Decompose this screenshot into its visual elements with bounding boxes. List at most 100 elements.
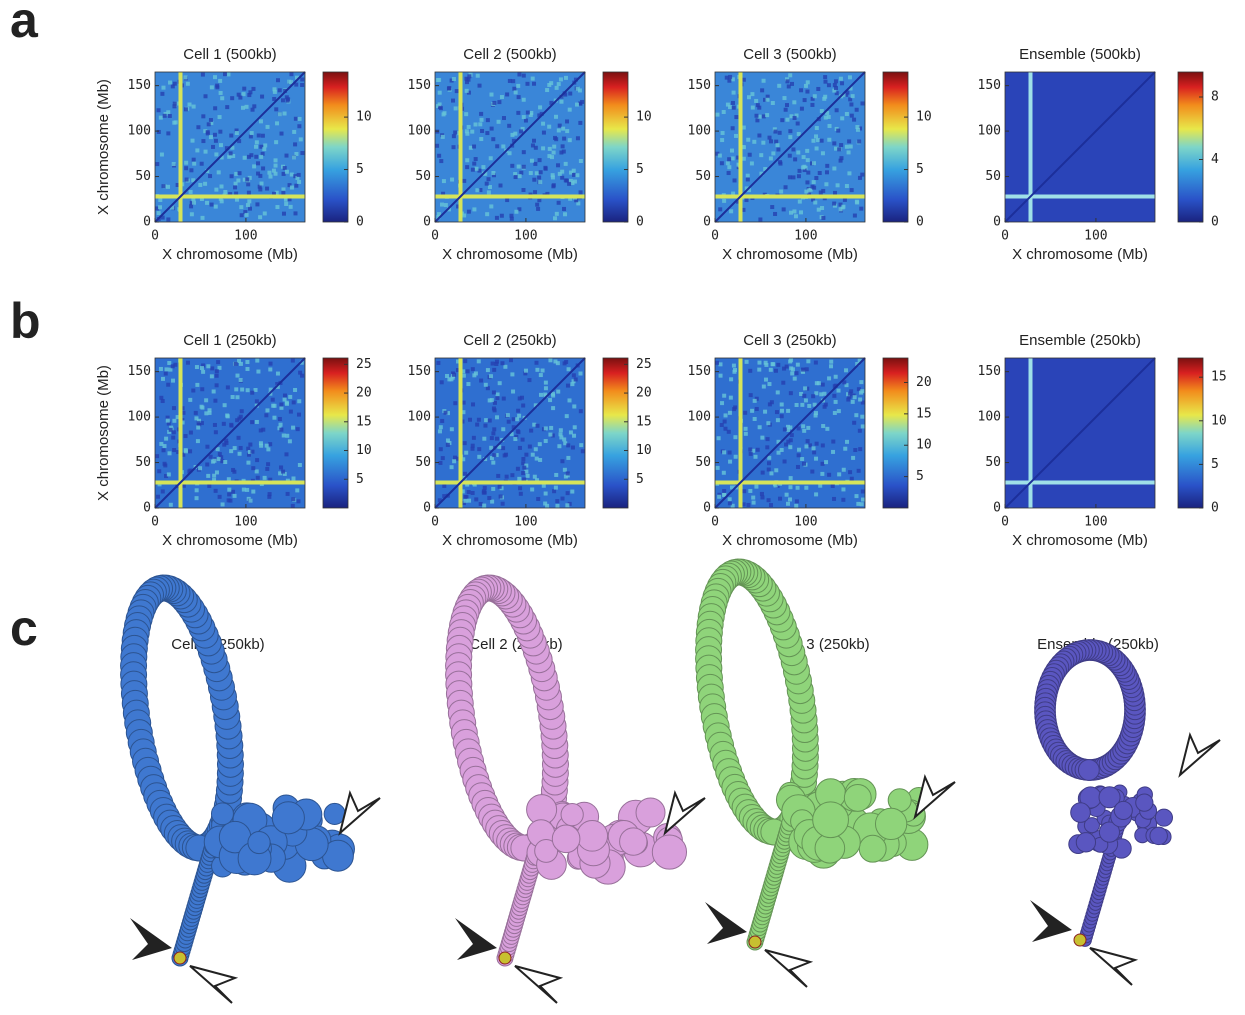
panel-label: a	[10, 0, 39, 48]
heatmap-texture	[522, 98, 526, 102]
y-tick-label: 0	[703, 501, 711, 516]
heatmap-texture	[789, 476, 793, 480]
heatmap-texture	[492, 101, 496, 105]
colorbar-tick-label: 5	[356, 162, 364, 177]
x-tick-label: 100	[794, 515, 817, 530]
heatmap-texture	[173, 82, 177, 86]
heatmap-texture	[233, 494, 237, 498]
heatmap-texture	[281, 191, 285, 195]
heatmap-texture	[578, 88, 582, 92]
heatmap-texture	[489, 156, 493, 160]
arrowhead-open	[915, 777, 955, 817]
heatmap-texture	[748, 369, 752, 373]
heatmap-texture	[533, 475, 537, 479]
y-tick-label: 150	[408, 78, 431, 93]
heatmap-texture	[718, 154, 722, 158]
heatmap-texture	[793, 116, 797, 120]
heatmap-texture	[210, 203, 214, 207]
heatmap-texture	[780, 414, 784, 418]
heatmap-texture	[271, 404, 275, 408]
heatmap-texture	[720, 138, 724, 142]
heatmap-texture	[204, 150, 208, 154]
heatmap-texture	[848, 470, 852, 474]
heatmap-texture	[294, 184, 298, 188]
heatmap-texture	[516, 429, 520, 433]
heatmap-texture	[245, 213, 249, 217]
heatmap-texture	[820, 472, 824, 476]
heatmap-texture	[284, 452, 288, 456]
heatmap-texture	[538, 180, 542, 184]
heatmap-texture	[214, 205, 218, 209]
heatmap-texture	[788, 154, 792, 158]
heatmap-texture	[213, 423, 217, 427]
y-tick-label: 50	[135, 455, 151, 470]
heatmap-texture	[501, 446, 505, 450]
heatmap-texture	[268, 492, 272, 496]
heatmap-texture	[788, 175, 792, 179]
heatmap-texture	[248, 207, 252, 211]
colorbar-tick-label: 15	[916, 406, 932, 421]
heatmap-texture	[231, 468, 235, 472]
heatmap-texture	[561, 127, 565, 131]
heatmap-texture	[516, 467, 520, 471]
heatmap-texture	[538, 158, 542, 162]
heatmap-texture	[285, 434, 289, 438]
heatmap-texture	[209, 118, 213, 122]
heatmap-texture	[806, 439, 810, 443]
heatmap-texture	[231, 395, 235, 399]
heatmap-texture	[279, 428, 283, 432]
heatmap-texture	[250, 391, 254, 395]
heatmap-texture	[159, 396, 163, 400]
y-tick-label: 50	[695, 169, 711, 184]
arrowhead-filled	[1030, 900, 1072, 942]
heatmap-texture	[544, 386, 548, 390]
heatmap-texture	[158, 205, 162, 209]
heatmap-texture	[557, 82, 561, 86]
heatmap-texture	[167, 472, 171, 476]
heatmap-texture	[480, 118, 484, 122]
heatmap-texture	[548, 358, 552, 362]
heatmap-texture	[439, 447, 443, 451]
heatmap-texture	[435, 144, 439, 148]
heatmap-texture	[780, 118, 784, 122]
heatmap-texture	[556, 163, 560, 167]
heatmap-texture	[189, 431, 193, 435]
heatmap-texture	[786, 502, 790, 506]
heatmap-texture	[188, 449, 192, 453]
heatmap-texture	[159, 367, 163, 371]
heatmap-texture	[245, 360, 249, 364]
heatmap-texture	[565, 119, 569, 123]
heatmap-stripe	[739, 358, 743, 508]
heatmap-texture	[194, 411, 198, 415]
heatmap-texture	[811, 394, 815, 398]
panel-label: c	[10, 600, 38, 656]
heatmap-texture	[553, 216, 557, 220]
heatmap-texture	[747, 95, 751, 99]
heatmap-texture	[203, 182, 207, 186]
heatmap-texture	[511, 390, 515, 394]
heatmap-texture	[441, 135, 445, 139]
heatmap-texture	[524, 369, 528, 373]
heatmap-texture	[279, 423, 283, 427]
heatmap-texture	[554, 473, 558, 477]
bead	[1155, 809, 1172, 826]
heatmap-texture	[522, 165, 526, 169]
heatmap-texture	[247, 155, 251, 159]
y-tick-label: 0	[423, 215, 431, 230]
arrowhead-open	[765, 950, 810, 987]
heatmap-texture	[521, 188, 525, 192]
y-tick-label: 100	[408, 410, 431, 425]
heatmap-texture	[783, 459, 787, 463]
heatmap-texture	[834, 375, 838, 379]
heatmap-texture	[853, 395, 857, 399]
y-tick-label: 0	[143, 501, 151, 516]
colorbar-tick-label: 0	[356, 215, 364, 230]
heatmap-texture	[486, 368, 490, 372]
heatmap-texture	[474, 122, 478, 126]
heatmap-texture	[855, 200, 859, 204]
heatmap-texture	[500, 95, 504, 99]
heatmap-texture	[201, 73, 205, 77]
heatmap-texture	[465, 165, 469, 169]
colorbar-tick-label: 10	[636, 110, 652, 125]
heatmap-texture	[157, 469, 161, 473]
